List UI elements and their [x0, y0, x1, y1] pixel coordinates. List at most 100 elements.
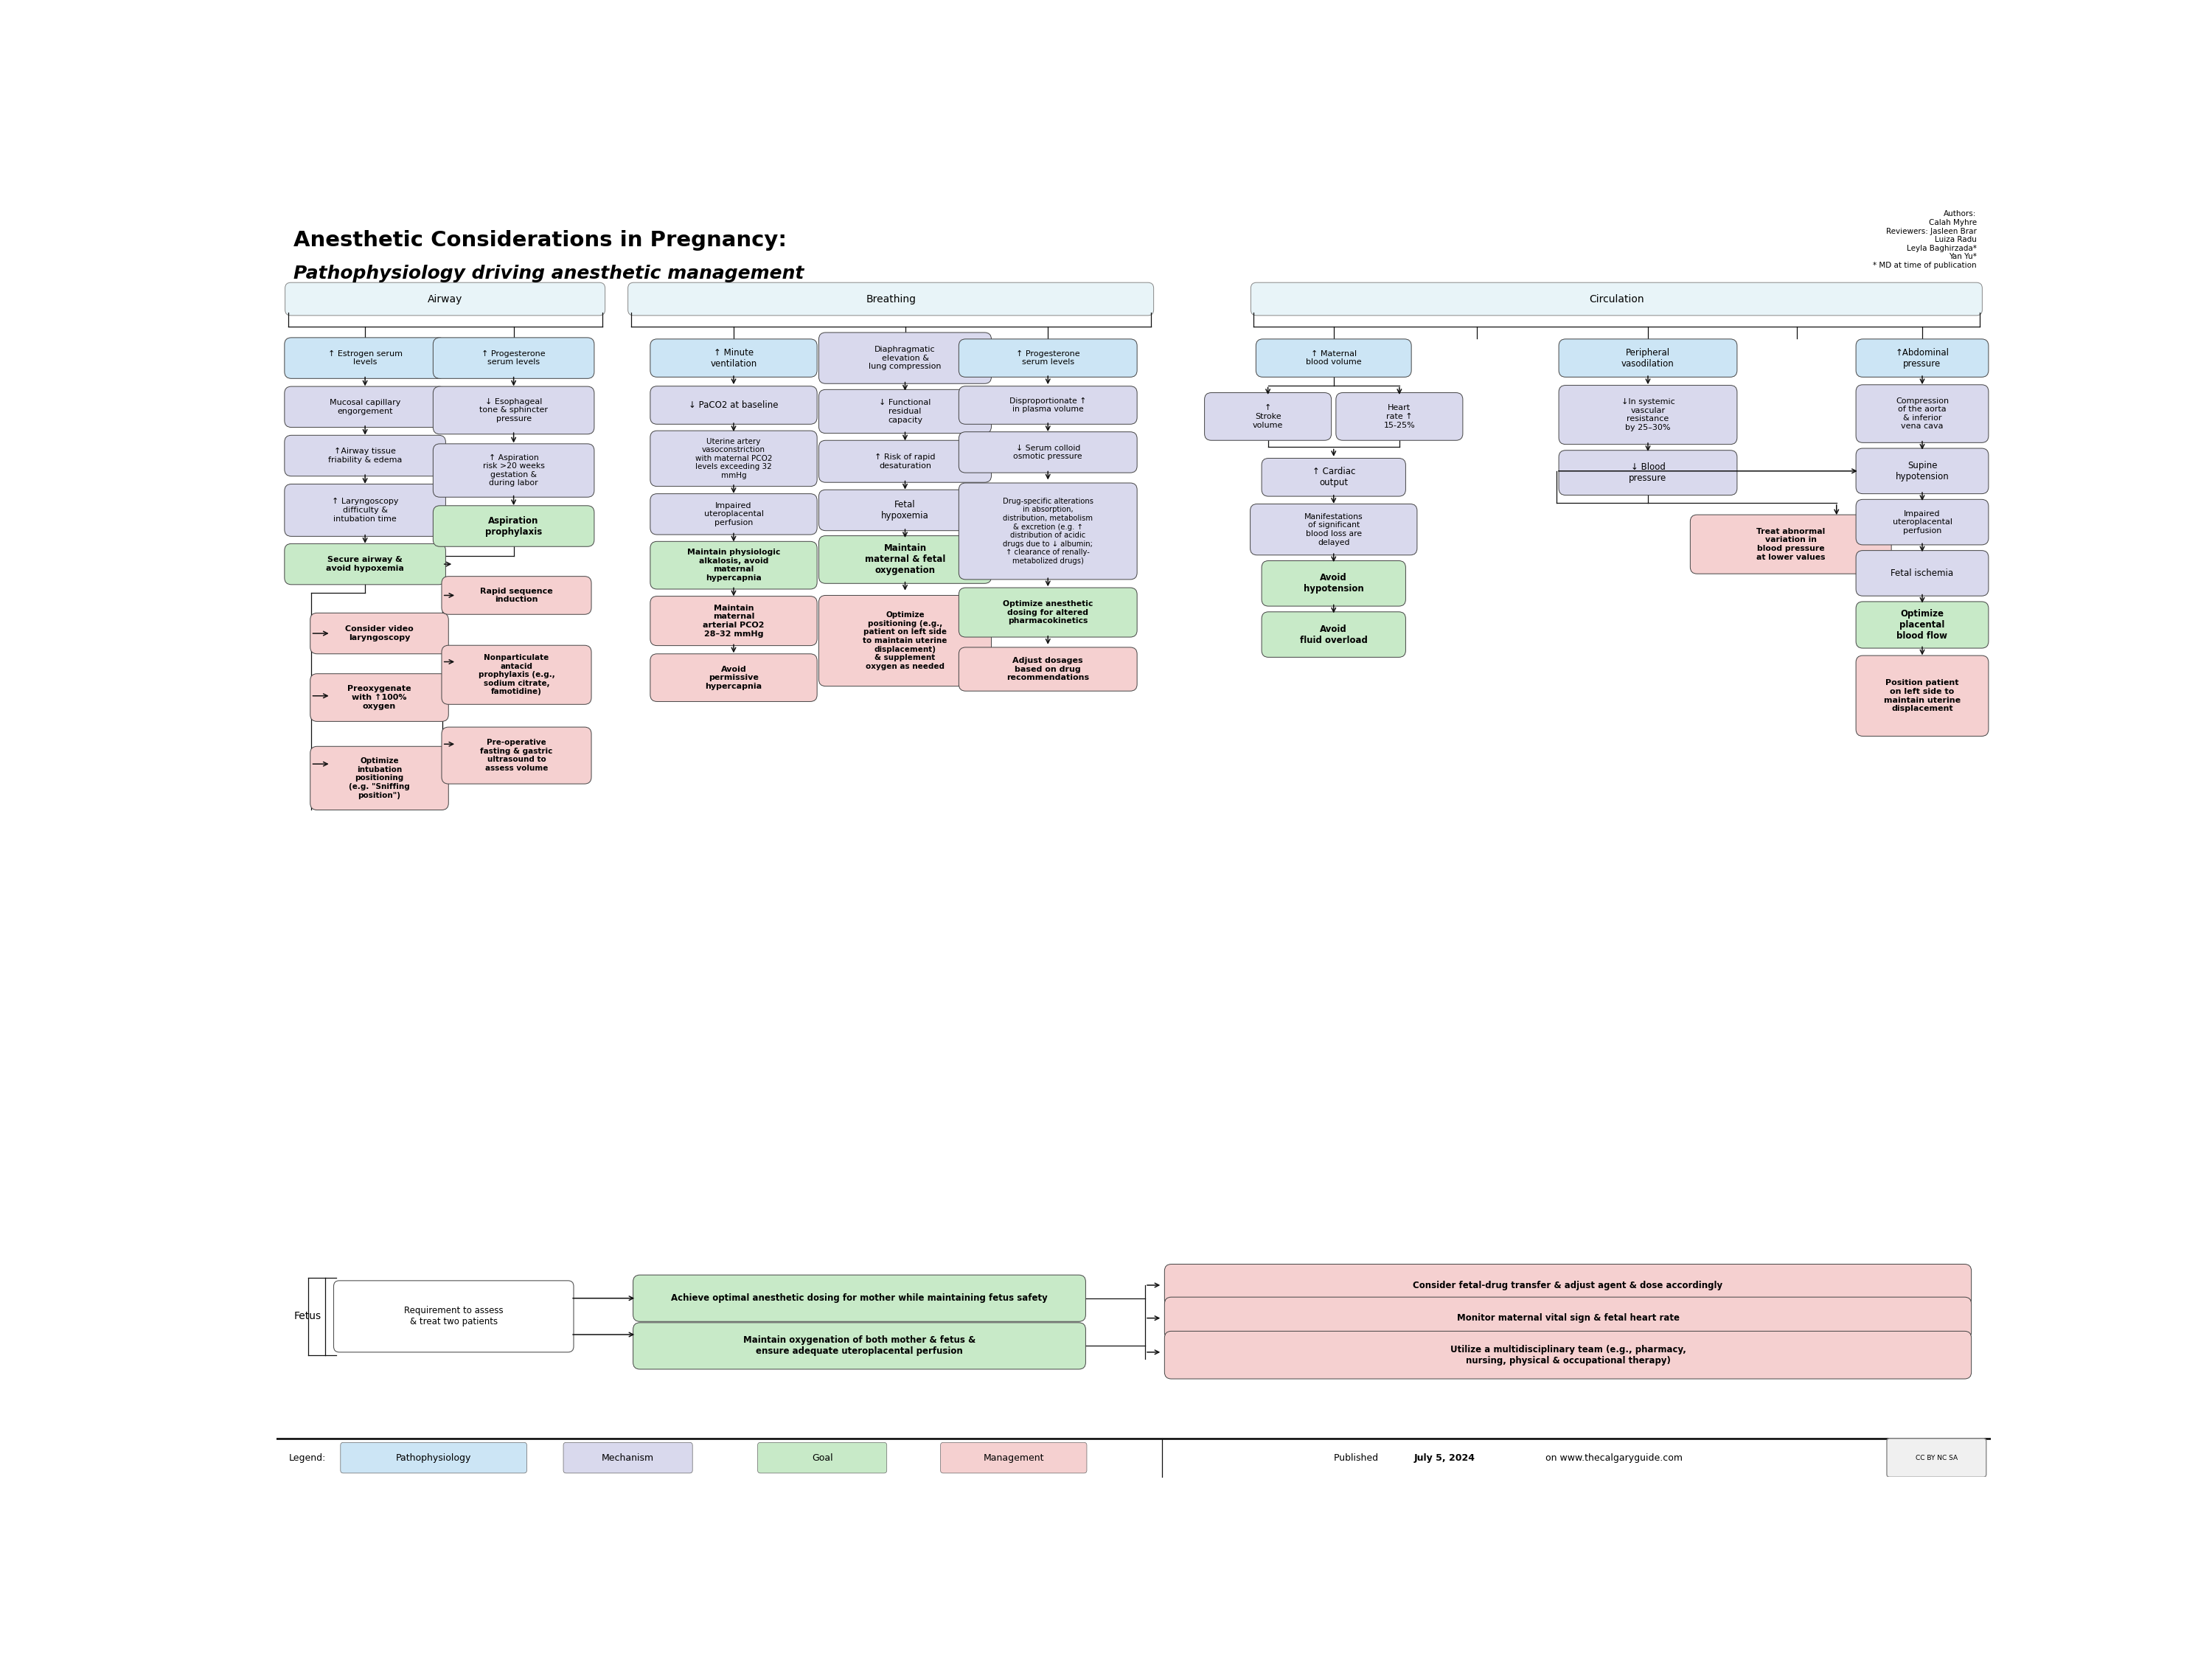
FancyBboxPatch shape [1856, 551, 1989, 596]
FancyBboxPatch shape [940, 1442, 1086, 1473]
Text: Preoxygenate
with ↑100%
oxygen: Preoxygenate with ↑100% oxygen [347, 685, 411, 710]
Text: Maintain
maternal & fetal
oxygenation: Maintain maternal & fetal oxygenation [865, 544, 945, 576]
FancyBboxPatch shape [650, 494, 816, 534]
FancyBboxPatch shape [650, 431, 816, 486]
Text: ↑Abdominal
pressure: ↑Abdominal pressure [1896, 348, 1949, 368]
FancyBboxPatch shape [1261, 612, 1405, 657]
Text: Breathing: Breathing [865, 294, 916, 304]
Text: ↑ Risk of rapid
desaturation: ↑ Risk of rapid desaturation [874, 453, 936, 469]
Text: ↑ Minute
ventilation: ↑ Minute ventilation [710, 348, 757, 368]
Text: July 5, 2024: July 5, 2024 [1413, 1453, 1475, 1463]
FancyBboxPatch shape [341, 1442, 526, 1473]
Text: Management: Management [982, 1453, 1044, 1463]
FancyBboxPatch shape [958, 431, 1137, 473]
Text: Impaired
uteroplacental
perfusion: Impaired uteroplacental perfusion [703, 503, 763, 526]
Text: Published: Published [1334, 1453, 1380, 1463]
FancyBboxPatch shape [310, 747, 449, 810]
Text: Maintain oxygenation of both mother & fetus &
ensure adequate uteroplacental per: Maintain oxygenation of both mother & fe… [743, 1335, 975, 1357]
FancyBboxPatch shape [1559, 338, 1736, 377]
Text: Fetal
hypoxemia: Fetal hypoxemia [880, 499, 929, 521]
Text: Secure airway &
avoid hypoxemia: Secure airway & avoid hypoxemia [325, 556, 405, 572]
FancyBboxPatch shape [1250, 282, 1982, 315]
Text: Compression
of the aorta
& inferior
vena cava: Compression of the aorta & inferior vena… [1896, 397, 1949, 430]
FancyBboxPatch shape [1250, 504, 1418, 556]
FancyBboxPatch shape [1559, 450, 1736, 494]
FancyBboxPatch shape [650, 541, 816, 589]
FancyBboxPatch shape [1261, 561, 1405, 606]
FancyBboxPatch shape [285, 544, 445, 584]
FancyBboxPatch shape [1206, 393, 1332, 440]
FancyBboxPatch shape [958, 387, 1137, 425]
FancyBboxPatch shape [1164, 1297, 1971, 1339]
FancyBboxPatch shape [334, 1281, 573, 1352]
FancyBboxPatch shape [1887, 1438, 1986, 1477]
Text: Treat abnormal
variation in
blood pressure
at lower values: Treat abnormal variation in blood pressu… [1756, 528, 1825, 561]
FancyBboxPatch shape [633, 1322, 1086, 1369]
FancyBboxPatch shape [650, 387, 816, 425]
FancyBboxPatch shape [1856, 655, 1989, 737]
Text: Consider video
laryngoscopy: Consider video laryngoscopy [345, 625, 414, 642]
FancyBboxPatch shape [1856, 385, 1989, 443]
Text: Avoid
permissive
hypercapnia: Avoid permissive hypercapnia [706, 665, 763, 690]
Text: ↓ Esophageal
tone & sphincter
pressure: ↓ Esophageal tone & sphincter pressure [480, 398, 549, 423]
FancyBboxPatch shape [650, 654, 816, 702]
FancyBboxPatch shape [958, 338, 1137, 377]
Text: ↑Airway tissue
friability & edema: ↑Airway tissue friability & edema [327, 448, 403, 463]
FancyBboxPatch shape [818, 332, 991, 383]
FancyBboxPatch shape [1690, 514, 1891, 574]
Text: ↓In systemic
vascular
resistance
by 25–30%: ↓In systemic vascular resistance by 25–3… [1621, 398, 1674, 431]
Text: ↑
Stroke
volume: ↑ Stroke volume [1252, 405, 1283, 428]
FancyBboxPatch shape [285, 435, 445, 476]
Text: Pathophysiology: Pathophysiology [396, 1453, 471, 1463]
FancyBboxPatch shape [434, 338, 595, 378]
Text: Mucosal capillary
engorgement: Mucosal capillary engorgement [330, 398, 400, 415]
Text: Airway: Airway [427, 294, 462, 304]
Text: ↓ Functional
residual
capacity: ↓ Functional residual capacity [878, 400, 931, 423]
FancyBboxPatch shape [958, 647, 1137, 692]
FancyBboxPatch shape [818, 390, 991, 433]
Text: ↓ Serum colloid
osmotic pressure: ↓ Serum colloid osmotic pressure [1013, 445, 1082, 460]
Text: Authors:
Calah Myhre
Reviewers: Jasleen Brar
Luiza Radu
Leyla Baghirzada*
Yan Yu: Authors: Calah Myhre Reviewers: Jasleen … [1874, 211, 1978, 269]
Text: ↑ Estrogen serum
levels: ↑ Estrogen serum levels [327, 350, 403, 367]
Text: Optimize
intubation
positioning
(e.g. "Sniffing
position"): Optimize intubation positioning (e.g. "S… [349, 758, 409, 800]
Text: Maintain
maternal
arterial PCO2
28–32 mmHg: Maintain maternal arterial PCO2 28–32 mm… [703, 604, 765, 637]
Text: on www.thecalgaryguide.com: on www.thecalgaryguide.com [1544, 1453, 1681, 1463]
Text: ↑ Aspiration
risk >20 weeks
gestation &
during labor: ↑ Aspiration risk >20 weeks gestation & … [482, 455, 544, 488]
FancyBboxPatch shape [818, 596, 991, 687]
Text: Impaired
uteroplacental
perfusion: Impaired uteroplacental perfusion [1891, 509, 1951, 534]
FancyBboxPatch shape [285, 484, 445, 536]
FancyBboxPatch shape [1856, 338, 1989, 377]
Text: ↑ Progesterone
serum levels: ↑ Progesterone serum levels [482, 350, 546, 367]
FancyBboxPatch shape [1856, 448, 1989, 494]
FancyBboxPatch shape [434, 506, 595, 546]
Text: ↑ Progesterone
serum levels: ↑ Progesterone serum levels [1015, 350, 1079, 367]
FancyBboxPatch shape [958, 483, 1137, 579]
Text: Mechanism: Mechanism [602, 1453, 655, 1463]
FancyBboxPatch shape [633, 1276, 1086, 1322]
FancyBboxPatch shape [285, 387, 445, 428]
Text: ↓ Blood
pressure: ↓ Blood pressure [1628, 463, 1668, 483]
Text: Achieve optimal anesthetic dosing for mother while maintaining fetus safety: Achieve optimal anesthetic dosing for mo… [670, 1294, 1048, 1302]
FancyBboxPatch shape [818, 536, 991, 584]
FancyBboxPatch shape [442, 576, 591, 614]
Text: Maintain physiologic
alkalosis, avoid
maternal
hypercapnia: Maintain physiologic alkalosis, avoid ma… [688, 549, 781, 582]
Text: Goal: Goal [812, 1453, 832, 1463]
Text: Rapid sequence
induction: Rapid sequence induction [480, 587, 553, 604]
FancyBboxPatch shape [818, 489, 991, 531]
FancyBboxPatch shape [1856, 602, 1989, 649]
FancyBboxPatch shape [434, 387, 595, 435]
Text: Circulation: Circulation [1588, 294, 1644, 304]
FancyBboxPatch shape [310, 612, 449, 654]
Text: CC BY NC SA: CC BY NC SA [1916, 1455, 1958, 1462]
Text: Fetal ischemia: Fetal ischemia [1891, 569, 1953, 577]
Text: Peripheral
vasodilation: Peripheral vasodilation [1621, 348, 1674, 368]
FancyBboxPatch shape [1559, 385, 1736, 445]
Text: Consider fetal-drug transfer & adjust agent & dose accordingly: Consider fetal-drug transfer & adjust ag… [1413, 1281, 1723, 1291]
Text: Position patient
on left side to
maintain uterine
displacement: Position patient on left side to maintai… [1885, 679, 1960, 712]
Text: Aspiration
prophylaxis: Aspiration prophylaxis [484, 516, 542, 536]
FancyBboxPatch shape [1261, 458, 1405, 496]
Text: Adjust dosages
based on drug
recommendations: Adjust dosages based on drug recommendat… [1006, 657, 1088, 682]
Text: Anesthetic Considerations in Pregnancy:: Anesthetic Considerations in Pregnancy: [294, 231, 787, 251]
FancyBboxPatch shape [759, 1442, 887, 1473]
Text: Utilize a multidisciplinary team (e.g., pharmacy,
nursing, physical & occupation: Utilize a multidisciplinary team (e.g., … [1451, 1345, 1686, 1365]
